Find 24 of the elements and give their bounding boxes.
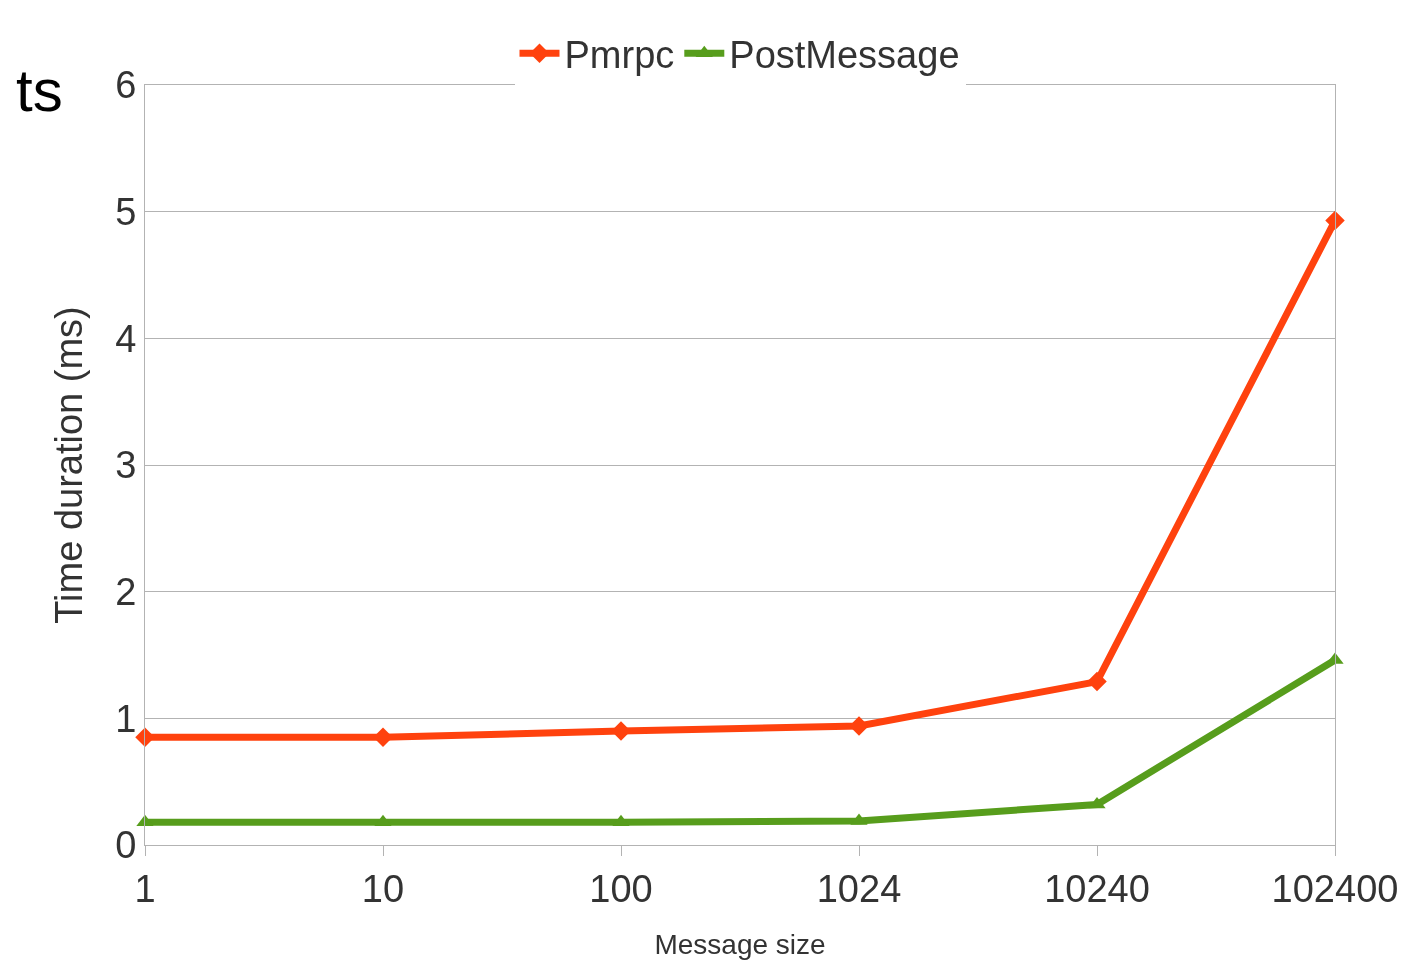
x-axis-title: Message size [654, 928, 826, 960]
text: ts [16, 57, 63, 124]
x-tick-label: 10 [361, 867, 405, 910]
point [1087, 671, 1107, 692]
x-tick-label: 1024 [816, 867, 902, 910]
point [135, 727, 155, 748]
y-tick-label: 4 [115, 317, 137, 360]
y-tick-label: 5 [115, 190, 137, 233]
point [849, 716, 869, 736]
point [373, 727, 393, 748]
x-tick-label: 102400 [1271, 867, 1399, 910]
y-tick-label: 6 [115, 64, 137, 107]
x-tick-label: 10240 [1044, 867, 1150, 910]
y-axis-title: Time duration (ms) [48, 306, 91, 624]
y-tick-label: 2 [115, 570, 137, 613]
y-tick-label: 1 [115, 697, 137, 740]
point [1088, 796, 1106, 809]
point [611, 721, 631, 741]
legend-label: PostMessage [729, 34, 960, 77]
x-tick-label: 100 [589, 867, 653, 910]
legend-label: Pmrpc [564, 34, 675, 77]
y-tick-label: 0 [115, 824, 137, 867]
y-tick-label: 3 [115, 444, 137, 487]
point [1325, 210, 1345, 231]
